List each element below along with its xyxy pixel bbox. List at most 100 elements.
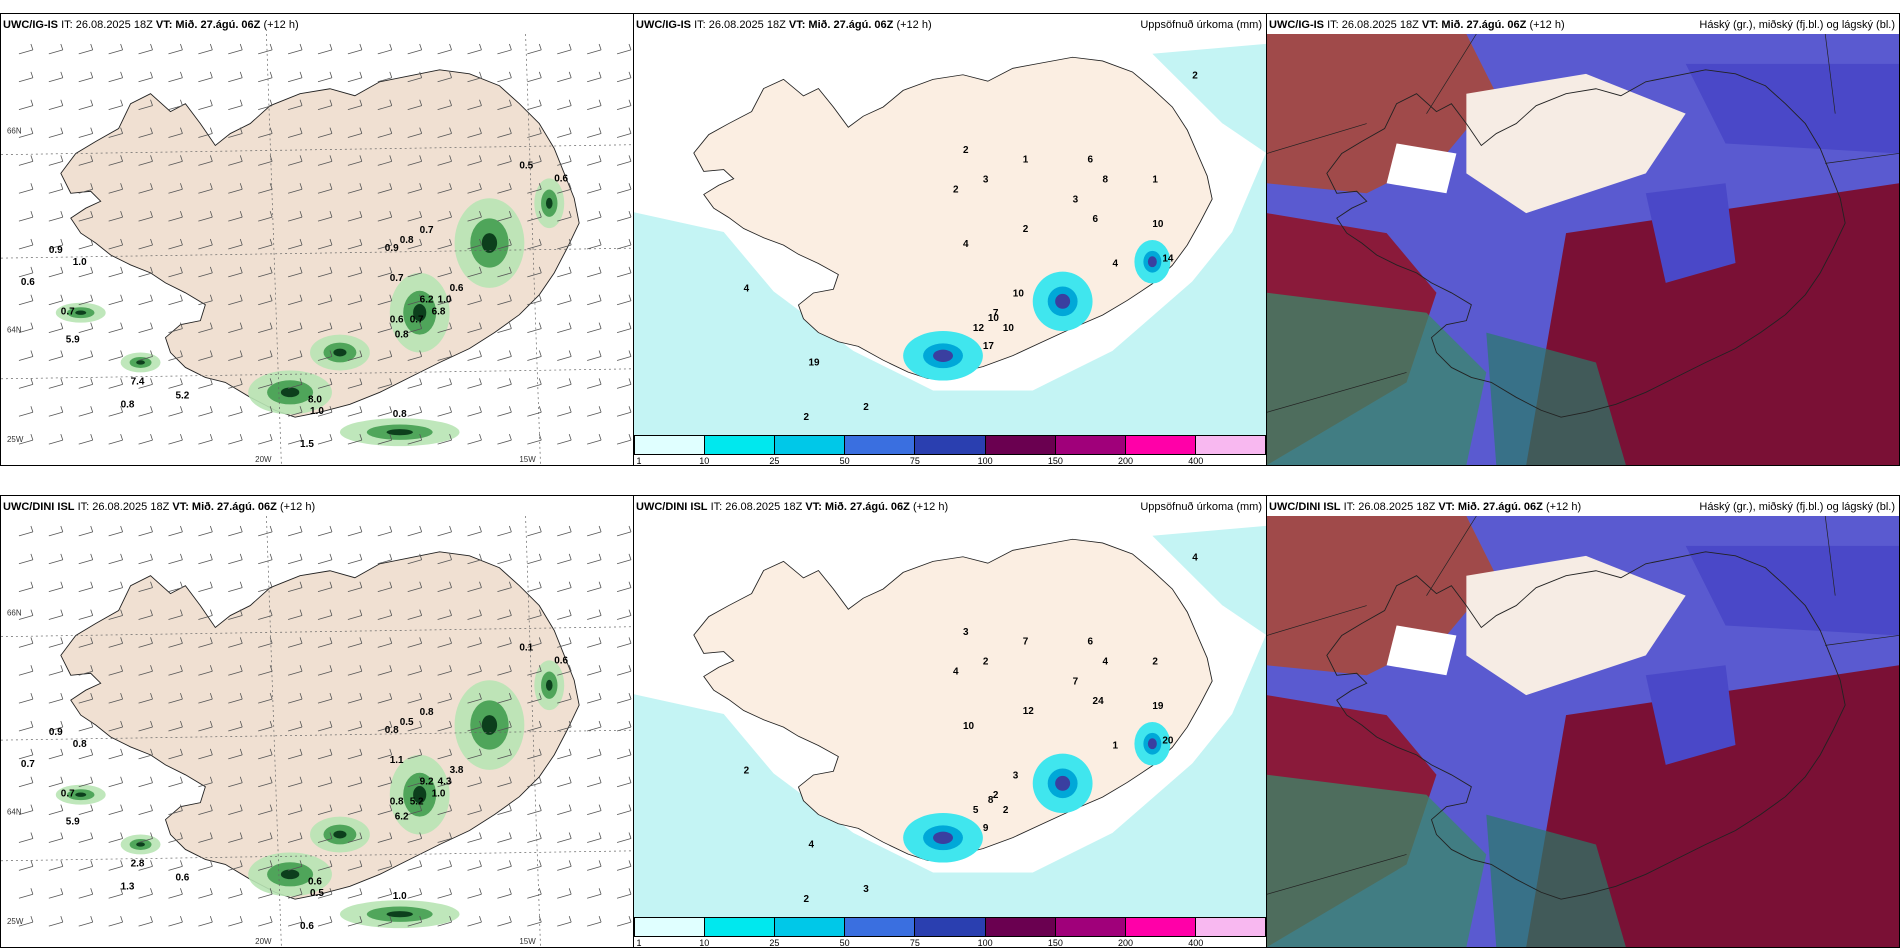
wind-map[interactable]: 0.1 0.6 0.9 0.8 0.7 0.8 0.5 0.8 1.1 4.3 3.8 5.2 6.2 5… [1, 516, 633, 947]
precip-panel-bottom: UWC/DINI ISL IT: 26.08.2025 18Z VT: Mið.… [633, 495, 1267, 948]
precip-value-label: 6.8 [432, 307, 446, 318]
graticule [1267, 516, 1899, 895]
init-time: IT: 26.08.2025 18Z [694, 19, 786, 31]
lead-time: (+12 h) [896, 19, 932, 31]
model-name: UWC/IG-IS [3, 19, 58, 31]
grid-label: 15W [519, 455, 536, 464]
precip-value-label: 0.6 [175, 872, 189, 883]
precip-value-label: 0.5 [310, 888, 324, 899]
wind-map[interactable]: 0.5 0.6 0.9 1.0 0.6 0.7 0.8 0.9 0.7 1.0 0.6 0.7 0.8 5… [1, 34, 633, 465]
panel-header: UWC/DINI ISL IT: 26.08.2025 18Z VT: Mið.… [3, 498, 631, 516]
precip-value-label: 0.6 [554, 173, 568, 184]
colorbar: 1 10 25 50 75 100 150 200 400 [634, 917, 1266, 947]
cloud-shading [1267, 516, 1899, 947]
precip-shading [55, 178, 565, 447]
precip-map[interactable]: 3 2 4 7 7 12 24 19 20 10 4 5 9 3 2 2 8 6 4 2 3 2 1 2 4 [634, 516, 1266, 917]
precip-value-label: 0.9 [385, 243, 399, 254]
precip-value-label: 1 [1023, 155, 1029, 166]
precip-value-label: 3 [1013, 770, 1019, 781]
precip-value-label: 0.7 [61, 307, 75, 318]
colorbar-tick-label: 200 [1118, 456, 1134, 466]
precip-value-label: 0.9 [49, 245, 63, 256]
colorbar-segment [985, 436, 1056, 454]
cloud-shading [1267, 34, 1899, 465]
init-time: IT: 26.08.2025 18Z [1327, 19, 1419, 31]
precip-value-label: 0.9 [49, 727, 63, 738]
precip-value-label: 20 [1162, 736, 1174, 747]
precip-value-label: 10 [988, 313, 1000, 324]
precip-value-label: 12 [1023, 706, 1035, 717]
precip-value-label: 0.7 [390, 273, 404, 284]
precip-value-label: 0.8 [390, 797, 404, 808]
wind-panel-top: UWC/IG-IS IT: 26.08.2025 18Z VT: Mið. 27… [0, 13, 634, 466]
precip-value-label: 2 [1152, 657, 1158, 668]
precip-value-label: 2 [803, 894, 809, 905]
precip-value-label: 3 [983, 175, 989, 186]
init-time: IT: 26.08.2025 18Z [710, 501, 803, 513]
precip-value-label: 1.0 [432, 789, 446, 800]
valid-time: VT: Mið. 27.ágú. 06Z [155, 19, 261, 31]
init-time: IT: 26.08.2025 18Z [61, 19, 153, 31]
precip-value-label: 9 [983, 823, 989, 834]
precip-value-label: 2.8 [131, 858, 145, 869]
precip-value-label: 0.7 [420, 225, 434, 236]
colorbar-tick-label: 1 [636, 456, 642, 466]
lead-time: (+12 h) [263, 19, 299, 31]
wind-barbs [18, 525, 632, 927]
precip-value-label: 0.7 [21, 759, 35, 770]
precip-value-label: 6.2 [395, 812, 409, 823]
precip-value-label: 1.0 [73, 257, 87, 268]
precip-value-label: 4 [808, 840, 814, 851]
valid-time: VT: Mið. 27.ágú. 06Z [172, 501, 277, 513]
precip-value-label: 1 [1152, 175, 1158, 186]
precip-value-label: 2 [1003, 805, 1009, 816]
precip-value-label: 2 [993, 790, 999, 801]
cloud-map[interactable] [1267, 516, 1899, 947]
wind-barbs [18, 43, 632, 445]
precip-value-label: 4 [1192, 553, 1198, 564]
iceland-coast [1326, 69, 1846, 418]
colorbar-segment [705, 918, 776, 936]
precip-value-label: 0.6 [308, 876, 322, 887]
colorbar-tick-label: 100 [977, 938, 993, 948]
precip-value-label: 0.8 [395, 330, 409, 341]
colorbar-tick-label: 10 [699, 456, 710, 466]
precip-title: Uppsöfnuð úrkoma (mm) [1140, 501, 1262, 513]
colorbar-tick-label: 100 [977, 456, 993, 466]
precip-title: Uppsöfnuð úrkoma (mm) [1140, 19, 1262, 31]
precip-value-label: 3 [1073, 194, 1079, 205]
precip-value-label: 17 [983, 341, 995, 352]
cloud-map[interactable] [1267, 34, 1899, 465]
colorbar-segment [635, 918, 706, 936]
colorbar-segment [915, 436, 986, 454]
precip-value-label: 10 [963, 721, 975, 732]
colorbar-segment [845, 918, 916, 936]
precip-value-label: 8 [1103, 175, 1109, 186]
colorbar-segment [1195, 436, 1265, 454]
precip-value-label: 5 [973, 805, 979, 816]
precip-value-label: 6.2 [420, 295, 434, 306]
iceland-coast [1326, 551, 1846, 900]
precip-value-label: 1.0 [393, 891, 407, 902]
colorbar-tick-label: 150 [1047, 938, 1063, 948]
precip-value-label: 5.9 [66, 335, 80, 346]
grid-label: 20W [255, 455, 272, 464]
panel-header: UWC/IG-IS IT: 26.08.2025 18Z VT: Mið. 27… [1269, 16, 1897, 34]
precip-map[interactable]: 2 3 2 1 3 2 6 10 14 4 19 12 17 10 7 10 10 6 8 4 2 2 4 1 2 [634, 34, 1266, 435]
graticule [1, 34, 633, 465]
grid-label: 20W [255, 937, 272, 946]
colorbar-tick-label: 50 [839, 456, 850, 466]
precip-value-label: 6 [1088, 155, 1094, 166]
colorbar-tick-label: 25 [769, 456, 780, 466]
precip-value-label: 2 [863, 402, 869, 413]
valid-time: VT: Mið. 27.ágú. 06Z [1421, 19, 1527, 31]
precip-panel-top: UWC/IG-IS IT: 26.08.2025 18Z VT: Mið. 27… [633, 13, 1267, 466]
colorbar-segment [1055, 436, 1126, 454]
precip-value-label: 0.6 [21, 277, 35, 288]
precip-value-label: 5.2 [410, 797, 424, 808]
colorbar-tick-label: 400 [1188, 938, 1204, 948]
precip-value-label: 1 [1112, 741, 1118, 752]
graticule [1, 516, 633, 947]
precip-value-label: 8.0 [308, 394, 322, 405]
